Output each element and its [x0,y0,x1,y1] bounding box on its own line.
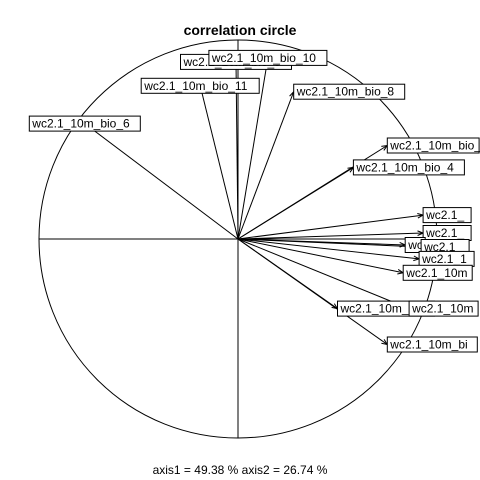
vector-label-16: wc2.1_10m_bi [389,338,467,352]
axis1-value: 49.38 % [194,463,239,477]
chart-title: correlation circle [183,22,297,38]
vector-arrow-1 [84,123,239,240]
vector-arrow-4 [237,57,269,240]
axis-inertia-caption: axis1 = 49.38 % axis2 = 26.74 % [0,463,480,477]
vector-arrow-16 [237,238,388,345]
vector-arrow-15 [237,238,410,310]
vector-label-box-7 [352,159,465,176]
axis2-label: axis2 = [241,463,284,477]
vector-arrow-9 [237,232,424,240]
vector-label-1: wc2.1_10m_bio_6 [31,117,130,131]
axis1-label: axis1 = [152,463,195,477]
vector-label-box-6 [386,137,480,154]
vector-label-8: wc2.1_ [425,208,464,222]
vector-arrow-2 [199,85,239,240]
vector-arrow-12 [237,238,420,260]
vector-label-2: wc2.1_10m_bio_11 [143,79,248,93]
vector-label-box-2 [140,77,260,94]
vector-label-box-1 [28,115,141,132]
vector-arrow-5 [237,91,295,240]
axis2-value: 26.74 % [283,463,328,477]
vector-label-13: wc2.1_10m [405,266,467,280]
vector-arrow-8 [237,214,424,240]
vector-label-box-8 [422,207,472,224]
vector-label-12: wc2.1_1 [421,252,467,266]
vector-label-11: wc2.1_ [423,240,462,254]
vector-arrow-13 [237,238,404,274]
vector-arrow-11 [237,238,422,248]
vector-label-10: wc [407,238,423,252]
vector-label-14: wc2.1_10m_bio [340,302,425,316]
vector-label-4: wc2.1_10m_bio_10 [211,51,316,65]
vector-label-9: wc2.1_ [425,226,464,240]
vector-label-box-13 [402,264,473,281]
vector-label-15: wc2.1_10m [411,302,473,316]
vector-label-6: wc2.1_10m_bio_ [389,139,480,153]
vector-label-box-15 [408,300,479,317]
vector-labels: wc2.1_10m_bio_6 wc2.1_10m_bio_11 wc2.1_10m… [28,49,480,353]
vector-label-box-5 [293,83,406,100]
vector-label-5: wc2.1_10m_bio_8 [296,85,395,99]
vector-label-box-4 [208,49,328,66]
vector-label-7: wc2.1_10m_bio_4 [355,160,454,174]
vector-arrow-7 [237,166,354,240]
vector-label-box-16 [386,336,478,353]
